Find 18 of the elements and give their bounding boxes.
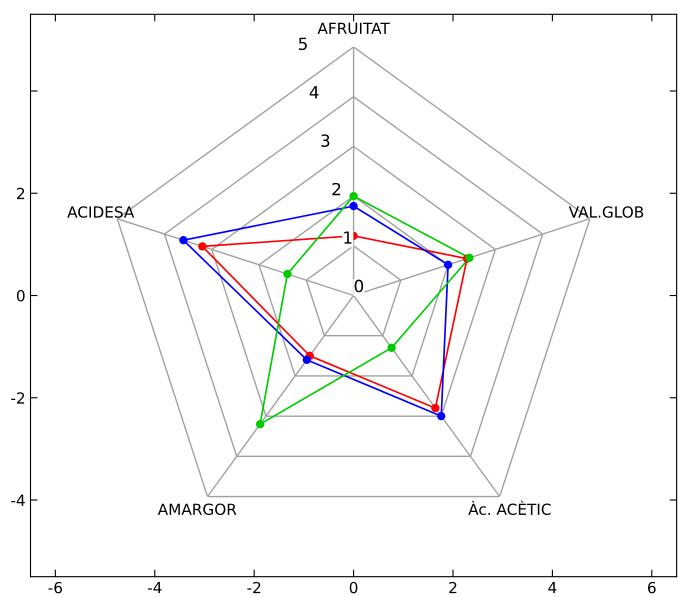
x-tick-label: -2 (247, 582, 260, 594)
y-tick-label: 3 (321, 134, 330, 147)
spoke-label: Àc. ACÈTIC (468, 500, 551, 516)
y-tick-label: 0 (16, 290, 25, 302)
y-tick-label: 2 (17, 188, 24, 200)
y-tick-label: -4 (11, 494, 25, 506)
x-tick-label: 4 (548, 582, 556, 594)
y-tick-label: -2 (11, 392, 24, 404)
x-tick-label: 2 (449, 582, 456, 594)
y-tick-label: 1 (344, 231, 352, 244)
spoke-label: ACIDESA (67, 206, 134, 218)
x-tick-label: -4 (148, 582, 162, 594)
spoke-label: AFRUITAT (318, 22, 390, 34)
x-tick-label: -6 (48, 582, 62, 594)
spoke-label: VAL.GLOB (568, 206, 644, 218)
y-tick-label: 5 (298, 38, 307, 50)
x-tick-label: 6 (648, 582, 656, 594)
spoke-label: AMARGOR (158, 503, 236, 516)
